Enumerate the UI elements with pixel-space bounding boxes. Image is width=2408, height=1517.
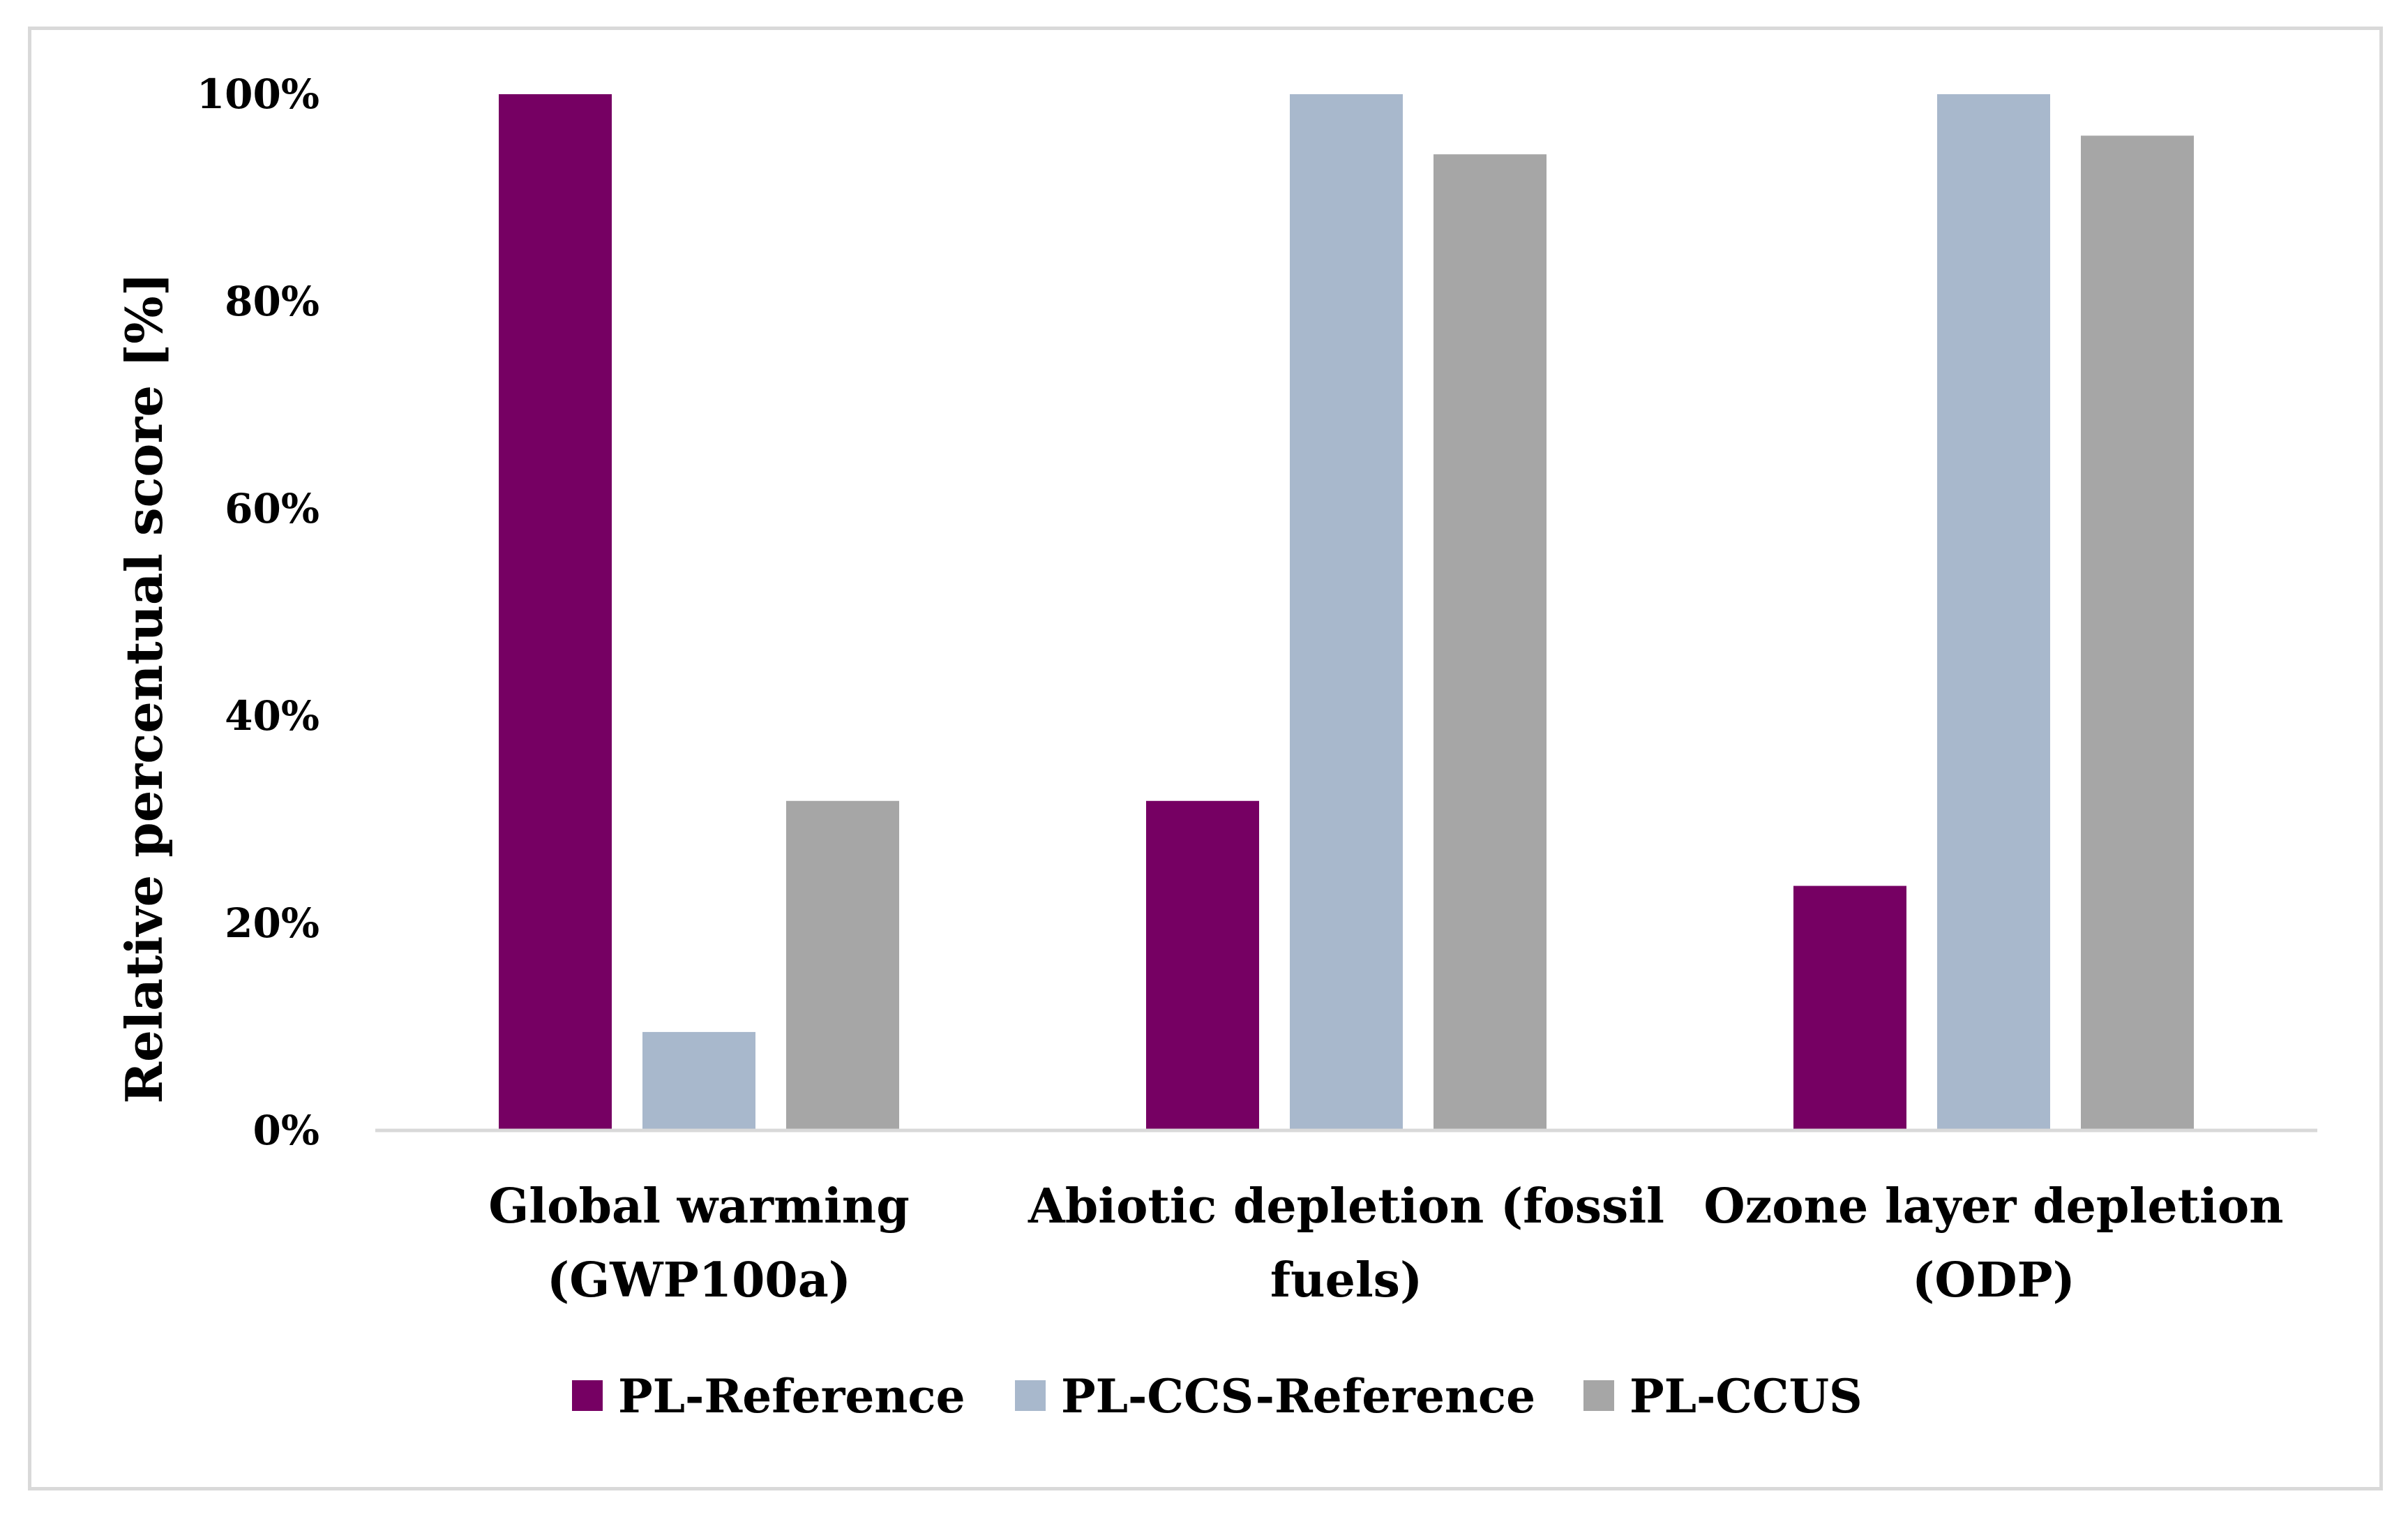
legend-swatch-pl-reference [572, 1380, 603, 1411]
bar-pl-ccs-reference-3 [1937, 94, 2050, 1130]
category-label: (ODP) [1912, 1253, 2075, 1308]
category-label: Ozone layer depletion [1703, 1179, 2283, 1234]
bar-pl-reference-2 [1146, 800, 1259, 1130]
y-tick-label: 40% [225, 692, 319, 740]
bar-pl-reference-1 [499, 94, 612, 1130]
bar-pl-reference-3 [1793, 885, 1906, 1130]
legend-label: PL-CCUS [1630, 1369, 1863, 1423]
category-labels: Global warming (GWP100a) Abiotic depletion… [488, 1179, 2283, 1308]
y-tick-label: 80% [225, 278, 319, 325]
category-label: (GWP100a) [547, 1253, 851, 1308]
category-label: Global warming [488, 1179, 910, 1234]
bar-pl-ccs-reference-2 [1290, 94, 1403, 1130]
bar-pl-ccus-3 [2081, 135, 2194, 1130]
y-tick-label: 20% [225, 899, 319, 947]
bar-pl-ccs-reference-1 [642, 1031, 755, 1130]
legend-label: PL-Reference [618, 1369, 965, 1423]
y-axis-title: Relative percentual score [%] [114, 272, 174, 1103]
y-tick-label: 60% [225, 485, 319, 532]
y-tick-label: 100% [197, 70, 319, 118]
y-axis-ticks: 0% 20% 40% 60% 80% 100% [197, 70, 319, 1154]
legend-swatch-pl-ccus [1583, 1380, 1614, 1411]
bars [499, 94, 2194, 1130]
y-tick-label: 0% [253, 1107, 319, 1154]
legend-swatch-pl-ccs-reference [1015, 1380, 1046, 1411]
bar-pl-ccus-1 [786, 800, 899, 1130]
category-label: Abiotic depletion (fossil [1028, 1179, 1664, 1234]
legend-label: PL-CCS-Reference [1061, 1369, 1535, 1423]
bar-pl-ccus-2 [1433, 154, 1547, 1130]
category-label: fuels) [1270, 1253, 1422, 1308]
legend: PL-Reference PL-CCS-Reference PL-CCUS [572, 1369, 1863, 1423]
